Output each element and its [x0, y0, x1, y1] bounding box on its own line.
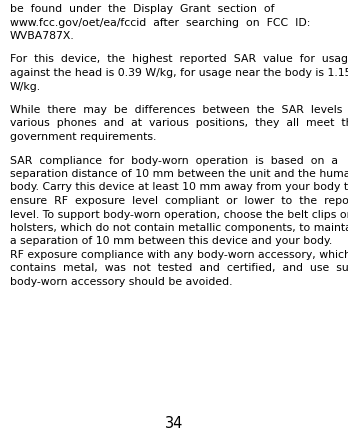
Text: www.fcc.gov/oet/ea/fccid  after  searching  on  FCC  ID:: www.fcc.gov/oet/ea/fccid after searching…: [10, 18, 310, 27]
Text: SAR  compliance  for  body-worn  operation  is  based  on  a: SAR compliance for body-worn operation i…: [10, 156, 338, 165]
Text: against the head is 0.39 W/kg, for usage near the body is 1.15: against the head is 0.39 W/kg, for usage…: [10, 68, 348, 78]
Text: WVBA787X.: WVBA787X.: [10, 31, 75, 41]
Text: W/kg.: W/kg.: [10, 81, 41, 91]
Text: various  phones  and  at  various  positions,  they  all  meet  the: various phones and at various positions,…: [10, 118, 348, 129]
Text: level. To support body-worn operation, choose the belt clips or: level. To support body-worn operation, c…: [10, 210, 348, 220]
Text: For  this  device,  the  highest  reported  SAR  value  for  usage: For this device, the highest reported SA…: [10, 54, 348, 65]
Text: body. Carry this device at least 10 mm away from your body to: body. Carry this device at least 10 mm a…: [10, 183, 348, 193]
Text: separation distance of 10 mm between the unit and the human: separation distance of 10 mm between the…: [10, 169, 348, 179]
Text: RF exposure compliance with any body-worn accessory, which: RF exposure compliance with any body-wor…: [10, 250, 348, 260]
Text: contains  metal,  was  not  tested  and  certified,  and  use  such: contains metal, was not tested and certi…: [10, 263, 348, 274]
Text: government requirements.: government requirements.: [10, 132, 156, 142]
Text: a separation of 10 mm between this device and your body.: a separation of 10 mm between this devic…: [10, 236, 332, 247]
Text: holsters, which do not contain metallic components, to maintain: holsters, which do not contain metallic …: [10, 223, 348, 233]
Text: be  found  under  the  Display  Grant  section  of: be found under the Display Grant section…: [10, 4, 275, 14]
Text: body-worn accessory should be avoided.: body-worn accessory should be avoided.: [10, 277, 232, 287]
Text: While  there  may  be  differences  between  the  SAR  levels  of: While there may be differences between t…: [10, 105, 348, 115]
Text: ensure  RF  exposure  level  compliant  or  lower  to  the  reported: ensure RF exposure level compliant or lo…: [10, 196, 348, 206]
Text: 34: 34: [165, 416, 183, 431]
